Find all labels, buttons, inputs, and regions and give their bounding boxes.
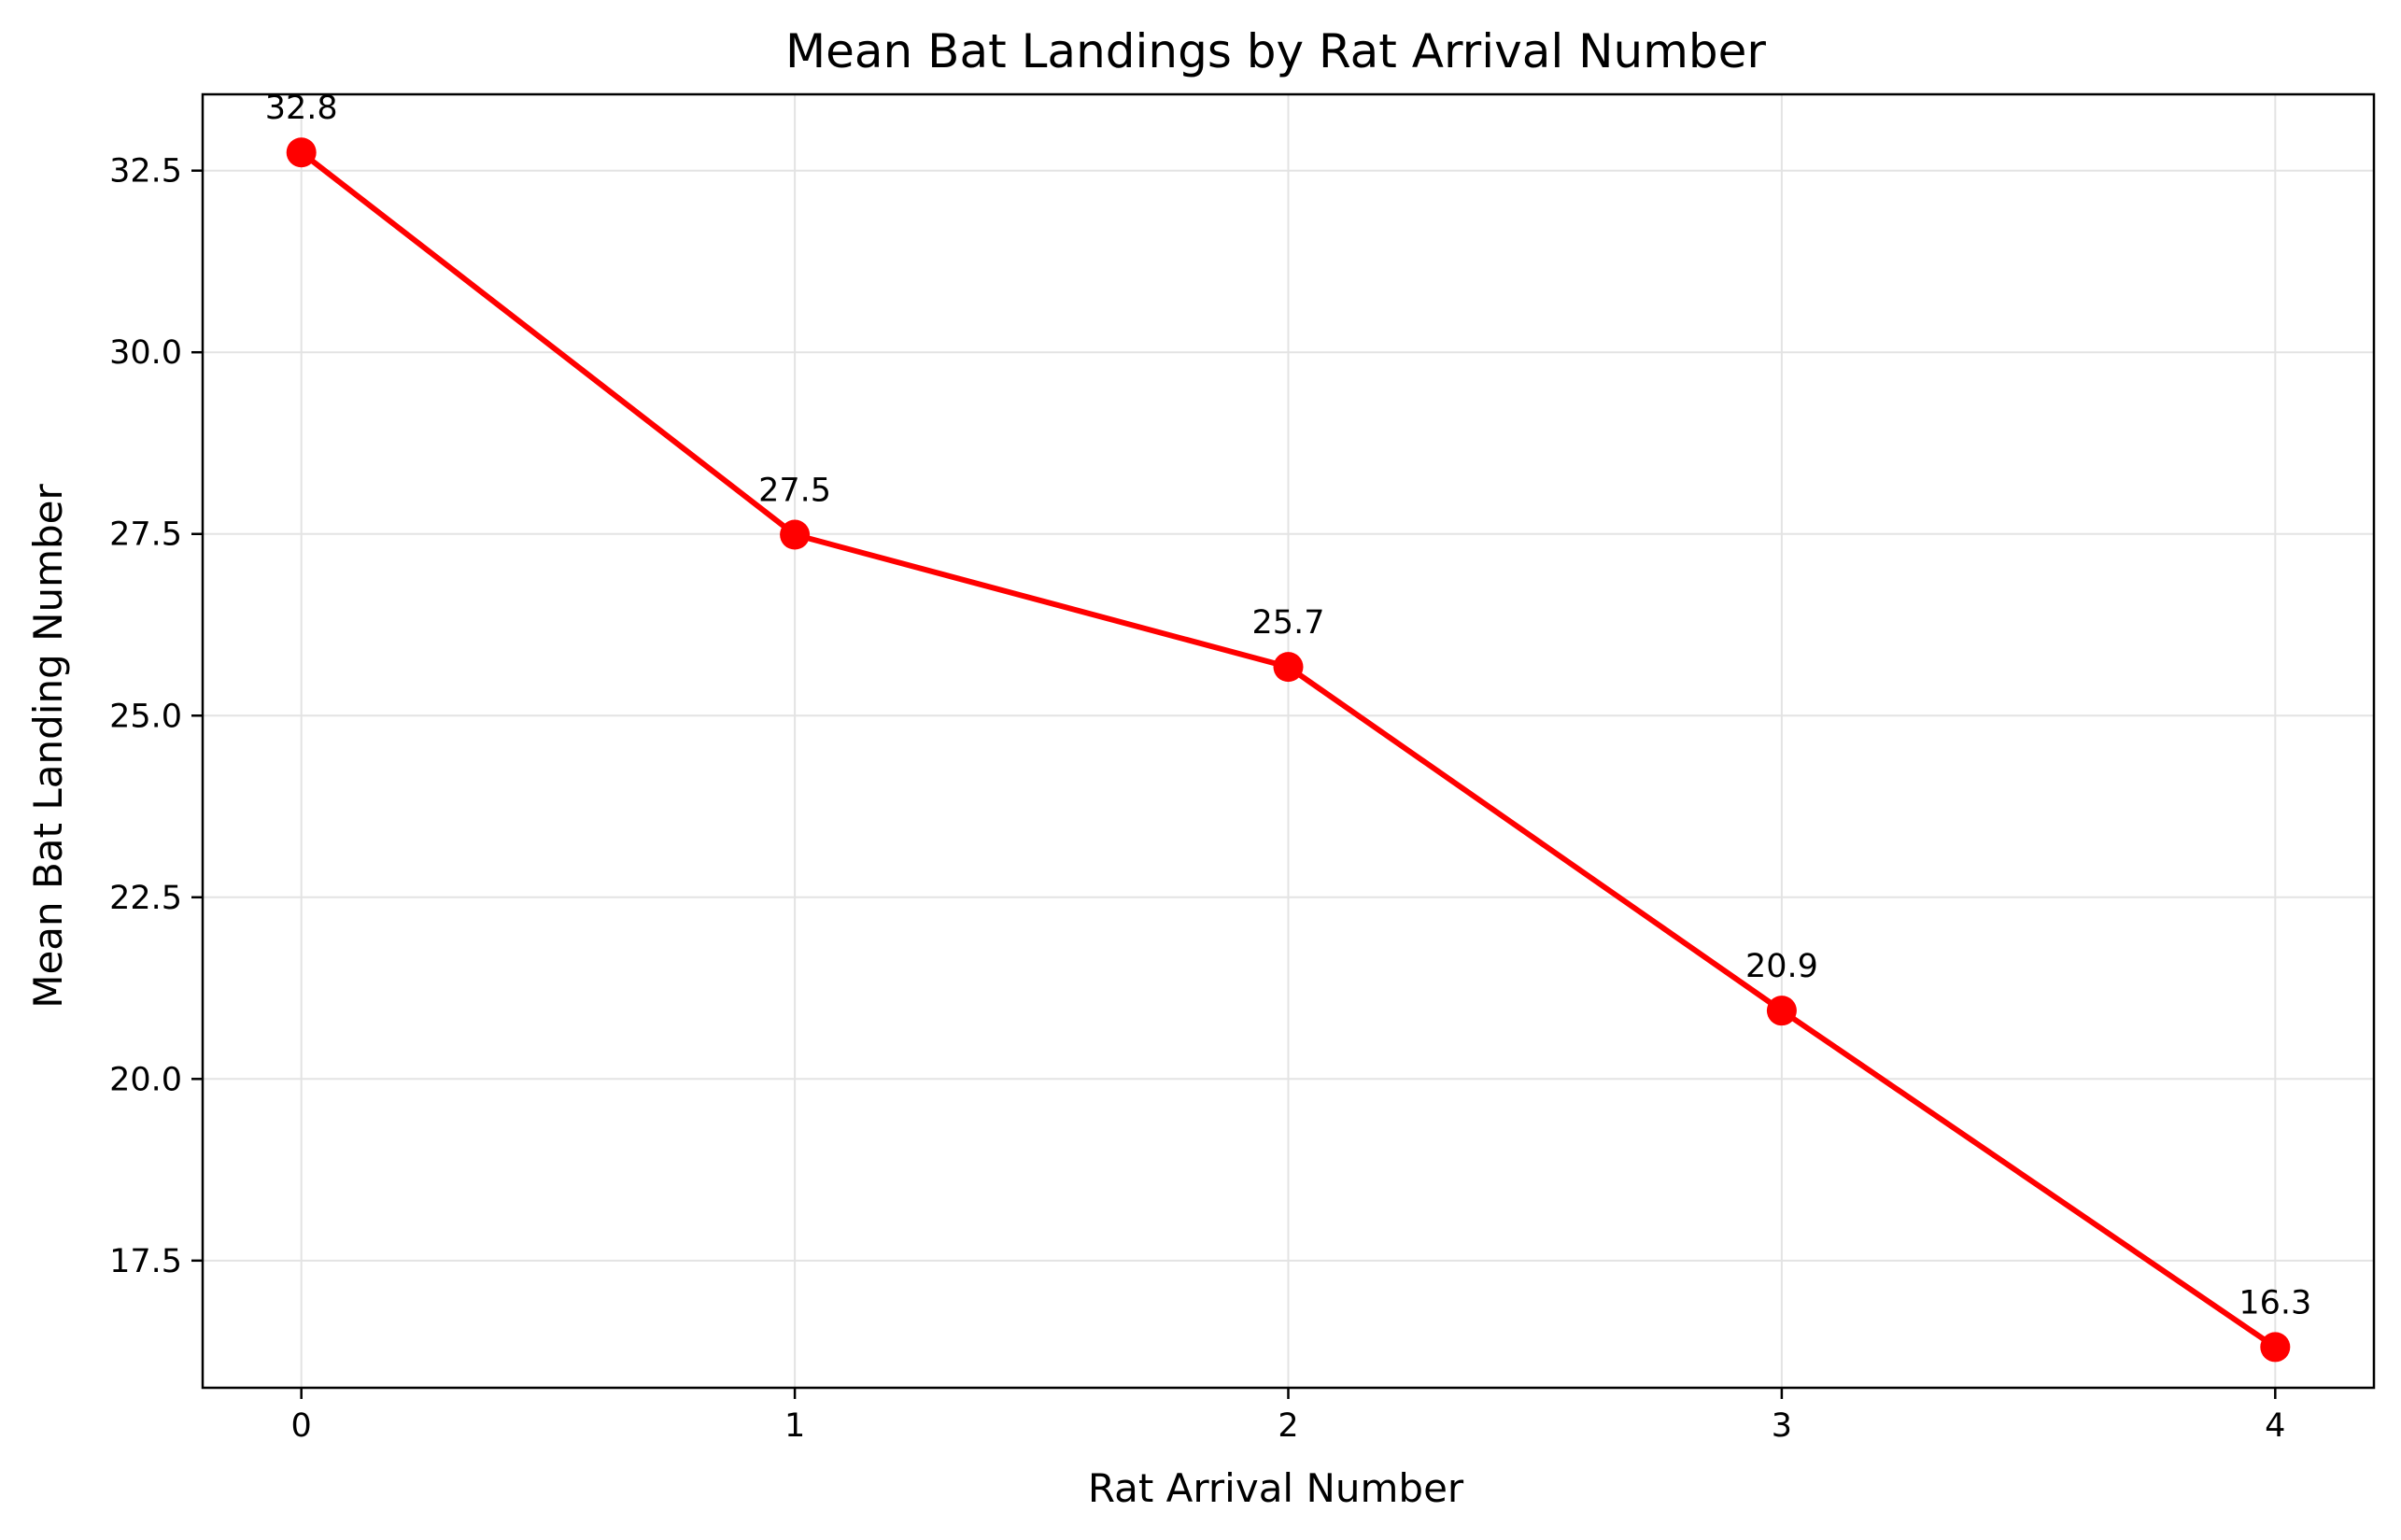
- data-point: [2260, 1332, 2291, 1363]
- x-axis-label: Rat Arrival Number: [1088, 1465, 1464, 1511]
- x-tick-label: 3: [1772, 1407, 1792, 1445]
- y-tick-label: 20.0: [109, 1061, 182, 1098]
- y-tick-label: 27.5: [109, 516, 182, 554]
- data-label: 16.3: [2239, 1284, 2311, 1321]
- series-group: 32.8 27.5 25.7 20.9 16.3: [265, 90, 2311, 1363]
- y-axis: 17.5 20.0 22.5 25.0 27.5 30.0 32.5: [109, 153, 203, 1280]
- data-point: [780, 519, 811, 550]
- y-tick-label: 17.5: [109, 1243, 182, 1280]
- x-axis: 0 1 2 3 4: [291, 1388, 2285, 1445]
- grid-lines: [203, 94, 2374, 1388]
- data-label: 27.5: [758, 473, 831, 510]
- data-point: [1273, 652, 1304, 683]
- x-tick-label: 4: [2265, 1407, 2285, 1445]
- x-tick-label: 0: [291, 1407, 312, 1445]
- x-tick-label: 1: [784, 1407, 805, 1445]
- data-label: 32.8: [265, 90, 338, 127]
- data-point: [286, 137, 317, 168]
- x-tick-label: 2: [1278, 1407, 1298, 1445]
- data-label: 25.7: [1252, 604, 1325, 642]
- y-tick-label: 32.5: [109, 153, 182, 191]
- y-tick-label: 30.0: [109, 334, 182, 372]
- data-point: [1766, 996, 1797, 1026]
- y-tick-label: 25.0: [109, 698, 182, 735]
- y-tick-label: 22.5: [109, 880, 182, 917]
- y-axis-label: Mean Bat Landing Number: [25, 483, 71, 1008]
- chart-title: Mean Bat Landings by Rat Arrival Number: [785, 24, 1766, 78]
- data-label: 20.9: [1745, 948, 1818, 985]
